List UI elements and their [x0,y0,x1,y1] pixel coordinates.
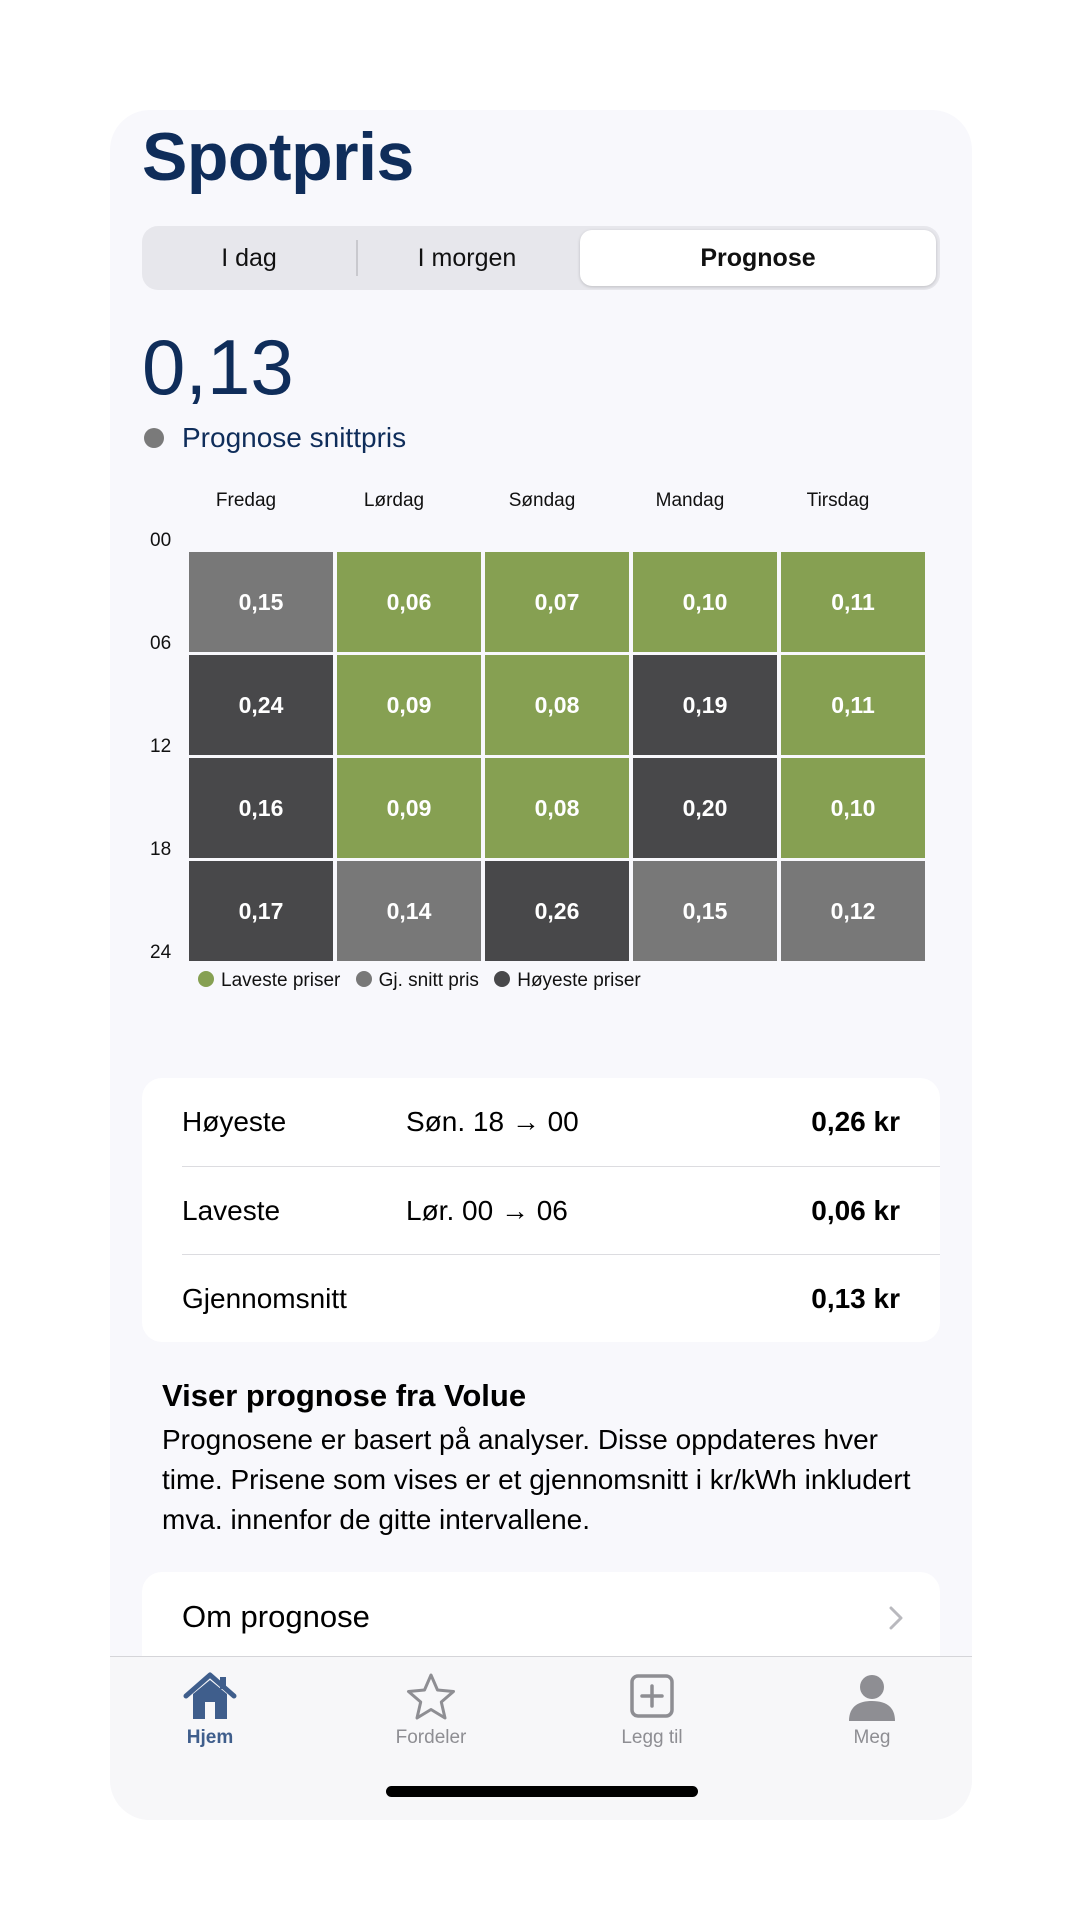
tab-label: Fordeler [395,1727,467,1748]
legend-item-highest: Høyeste priser [494,970,641,992]
legend-label: Gj. snitt pris [378,970,479,991]
heatmap-cell: 0,08 [485,758,629,858]
heatmap-cell: 0,07 [485,552,629,652]
heatmap-cell: 0,10 [633,552,777,652]
tab-label: Legg til [621,1727,683,1748]
legend-label: Laveste priser [221,970,341,991]
day-label: Søndag [508,490,576,511]
stat-period: Lør. 00 → 06 [406,1195,568,1226]
stat-value: 0,06 kr [811,1195,900,1226]
day-label: Lørdag [363,490,425,511]
heatmap-cell: 0,12 [781,861,925,961]
legend-dot-icon [355,971,372,988]
price-stats-card: Høyeste Søn. 18 → 00 0,26 kr Laveste Lør… [142,1078,940,1342]
tab-label: Hjem [186,1727,234,1748]
segment-divider [356,240,358,276]
tab-label: Meg [853,1727,891,1748]
day-label: Mandag [655,490,725,511]
heatmap-cell: 0,14 [337,861,481,961]
plus-square-icon [630,1674,674,1718]
day-label: Tirsdag [806,490,870,511]
heatmap-cell: 0,26 [485,861,629,961]
hour-label: 24 [150,942,172,963]
stat-label: Høyeste [182,1106,287,1137]
period-segmented-control: I dag I morgen Prognose [142,226,940,290]
legend-item-lowest: Laveste priser [198,970,340,992]
star-icon [407,1673,455,1720]
tab-home[interactable]: Hjem [130,1671,290,1749]
tab-benefits[interactable]: Fordeler [351,1671,511,1749]
heatmap-cell: 0,11 [781,655,925,755]
app-screen: Spotpris I dag I morgen Prognose 0,13 Pr… [110,110,972,1820]
hour-label: 12 [150,736,172,757]
heatmap-cell: 0,15 [633,861,777,961]
chart-legend: Laveste priser Gj. snitt pris Høyeste pr… [198,970,651,992]
stat-label: Gjennomsnitt [182,1283,347,1314]
hour-label: 18 [150,839,172,860]
heatmap-cell: 0,10 [781,758,925,858]
stat-value: 0,26 kr [811,1106,900,1137]
heatmap-cell: 0,17 [189,861,333,961]
heatmap-cell: 0,15 [189,552,333,652]
hour-label: 06 [150,633,172,654]
stat-row-lowest: Laveste Lør. 00 → 06 0,06 kr [182,1166,940,1255]
tab-add[interactable]: Legg til [572,1671,732,1749]
stat-value: 0,13 kr [811,1283,900,1314]
heatmap-cell: 0,08 [485,655,629,755]
segment-tomorrow[interactable]: I morgen [417,244,517,272]
info-body: Prognosene er basert på analyser. Disse … [162,1424,911,1535]
day-label: Fredag [215,490,277,511]
stat-label: Laveste [182,1195,281,1226]
legend-dot-icon [198,971,214,988]
average-price-legend: Prognose snittpris [144,420,406,456]
segment-today[interactable]: I dag [221,244,277,272]
about-forecast-label: Om prognose [182,1599,370,1634]
stat-row-highest: Høyeste Søn. 18 → 00 0,26 kr [182,1078,940,1166]
home-icon [183,1672,237,1719]
page-title: Spotpris [142,119,414,195]
heatmap-cell: 0,06 [337,552,481,652]
average-price-value: 0,13 [142,323,294,411]
tab-bar: Hjem Fordeler Legg til Meg [110,1656,972,1820]
heatmap-cell: 0,19 [633,655,777,755]
average-dot-icon [144,427,164,448]
chevron-right-icon [889,1606,903,1630]
heatmap-cell: 0,24 [189,655,333,755]
heatmap-cell: 0,11 [781,552,925,652]
heatmap-cell: 0,09 [337,655,481,755]
price-heatmap: Fredag Lørdag Søndag Mandag Tirsdag 00 0… [110,490,972,963]
info-title: Viser prognose fra Volue [162,1378,527,1413]
heatmap-cell: 0,20 [633,758,777,858]
heatmap-cell: 0,09 [337,758,481,858]
legend-dot-icon [494,971,511,988]
about-forecast-row[interactable]: Om prognose [142,1572,940,1662]
stat-period: Søn. 18 → 00 [406,1106,579,1137]
heatmap-cell: 0,16 [189,758,333,858]
person-icon [849,1675,895,1721]
legend-item-average: Gj. snitt pris [355,970,479,992]
hour-label: 00 [150,530,172,551]
segment-forecast[interactable]: Prognose [580,230,936,286]
home-indicator [386,1786,698,1797]
stat-row-average: Gjennomsnitt 0,13 kr [182,1254,940,1343]
tab-me[interactable]: Meg [792,1671,952,1749]
average-price-label: Prognose snittpris [182,422,407,453]
legend-label: Høyeste priser [517,970,641,991]
